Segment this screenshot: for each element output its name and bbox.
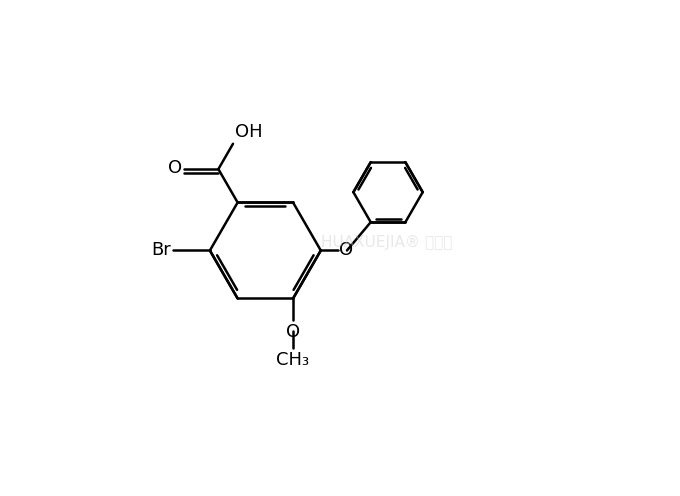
Text: OH: OH <box>235 124 262 141</box>
Text: O: O <box>339 242 354 259</box>
Text: O: O <box>286 323 300 341</box>
Text: O: O <box>168 159 182 178</box>
Text: HUAXUEJIA® 化学加: HUAXUEJIA® 化学加 <box>322 235 453 250</box>
Text: CH₃: CH₃ <box>277 351 309 369</box>
Text: Br: Br <box>151 242 171 259</box>
